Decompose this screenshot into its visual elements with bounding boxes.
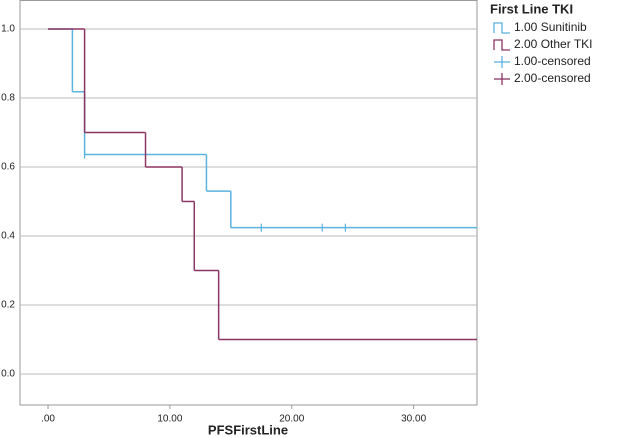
plot-frame [19,0,478,406]
legend-label: 1.00-censored [514,54,591,68]
legend-label: 2.00-censored [514,71,591,85]
y-tick-label: 0.4 [1,231,15,242]
x-tick-label: 20.00 [279,414,304,425]
legend-title: First Line TKI [490,1,573,16]
y-tick-label: 0.0 [1,369,15,380]
y-tick-label: 1.0 [1,24,15,35]
legend-label: 2.00 Other TKI [514,37,593,51]
x-tick-label: 30.00 [401,414,426,425]
legend-swatch [493,22,510,34]
legend-label: 1.00 Sunitinib [514,20,587,34]
y-tick-label: 0.6 [1,162,15,173]
y-tick-label: 0.2 [1,300,15,311]
y-tick-label: 0.8 [1,93,15,104]
x-tick-label: .00 [41,414,55,425]
legend-swatch [493,39,510,51]
x-tick-label: 10.00 [157,414,182,425]
x-axis-label: PFSFirstLine [208,422,288,437]
